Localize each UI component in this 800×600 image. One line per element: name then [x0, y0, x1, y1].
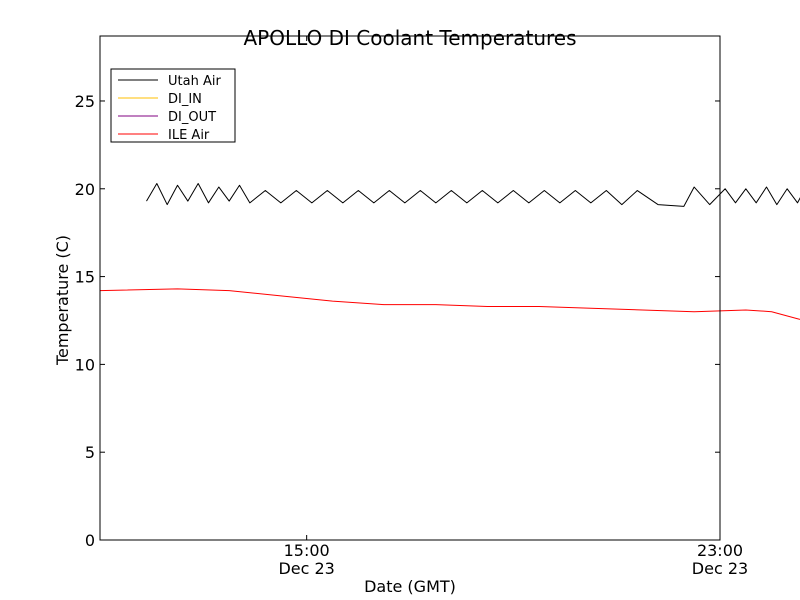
chart-title: APOLLO DI Coolant Temperatures — [243, 26, 576, 50]
y-tick-label: 25 — [75, 92, 95, 111]
series-line-ile-air — [99, 288, 800, 320]
series-layer — [99, 183, 800, 320]
legend-label-ile-air: ILE Air — [168, 128, 210, 143]
y-tick-label: 5 — [85, 443, 95, 462]
x-tick-time-label: 15:00 — [284, 541, 330, 560]
legend-label-utah-air: Utah Air — [168, 74, 221, 89]
x-tick-time-label: 23:00 — [697, 541, 743, 560]
legend: Utah Air DI_IN DI_OUT ILE Air — [110, 68, 236, 143]
legend-label-di-out: DI_OUT — [168, 110, 216, 125]
y-tick-label: 15 — [75, 268, 95, 287]
plot-frame — [99, 35, 721, 541]
y-axis-label: Temperature (C) — [53, 235, 72, 366]
legend-box — [110, 68, 236, 143]
x-tick-date-label: Dec 23 — [278, 559, 334, 578]
y-tick-label: 0 — [85, 531, 95, 550]
y-tick-label: 20 — [75, 180, 95, 199]
x-tick-date-label: Dec 23 — [692, 559, 748, 578]
y-tick-label: 10 — [75, 355, 95, 374]
x-axis-label: Date (GMT) — [364, 577, 456, 596]
legend-label-di-in: DI_IN — [168, 92, 202, 107]
series-line-utah-air — [146, 183, 800, 207]
